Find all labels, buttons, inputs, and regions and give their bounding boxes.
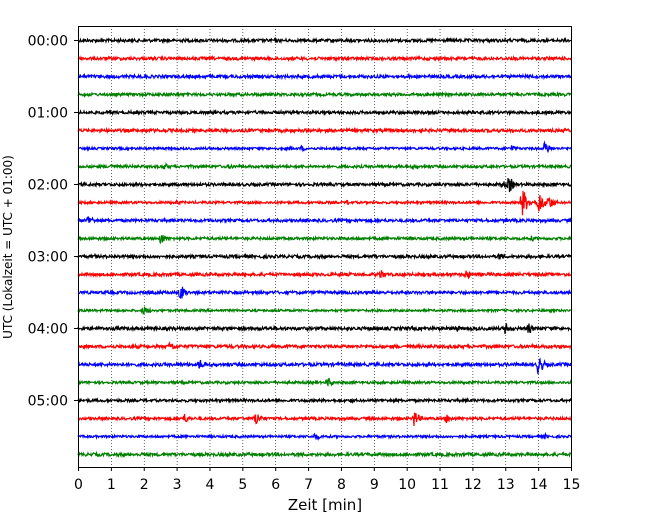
seismogram-traces [77,36,572,459]
trace-row [77,216,572,225]
x-axis-label: Zeit [min] [288,496,362,514]
x-tick-label: 6 [271,477,280,493]
trace-row [77,190,572,216]
trace-row [77,396,572,405]
trace-row [77,431,572,441]
trace-row [77,286,572,299]
trace-row [77,90,572,99]
x-tick-label: 4 [206,477,215,493]
trace-row [77,178,572,193]
trace-row [77,377,572,387]
x-tick-label: 14 [530,477,548,493]
y-tick-label: 02:00 [28,178,68,194]
trace-row [77,270,572,280]
x-tick-label: 3 [173,477,182,493]
y-axis-ticks: 00:00 01:00 02:00 03:00 04:00 05:00 [28,34,78,410]
y-tick-label: 05:00 [28,394,68,410]
y-tick-label: 00:00 [28,34,68,50]
trace-row [77,412,572,427]
trace-row [77,252,572,261]
x-tick-label: 11 [431,477,449,493]
y-axis-label: UTC (Lokalzeit = UTC + 01:00) [1,155,15,339]
trace-row [77,36,572,45]
y-tick-label: 03:00 [28,250,68,266]
x-axis-ticks: 0 1 2 3 4 5 6 7 8 9 10 11 12 13 14 15 [74,467,580,493]
trace-row [77,126,572,135]
trace-row [77,450,572,459]
x-tick-label: 1 [107,477,116,493]
x-tick-label: 2 [140,477,149,493]
x-tick-label: 12 [464,477,482,493]
y-tick-label: 04:00 [28,322,68,338]
x-tick-label: 10 [398,477,416,493]
trace-row [77,306,572,315]
x-tick-label: 15 [563,477,581,493]
trace-row [77,108,572,117]
plot-frame [78,26,572,468]
x-tick-label: 9 [370,477,379,493]
x-tick-label: 13 [497,477,515,493]
x-tick-label: 7 [304,477,313,493]
trace-row [77,357,572,375]
x-tick-label: 5 [238,477,247,493]
trace-row [77,234,572,245]
y-tick-label: 01:00 [28,106,68,122]
trace-row [77,54,572,63]
x-tick-label: 0 [74,477,83,493]
trace-row [78,341,572,351]
trace-row [77,322,572,334]
trace-row [77,140,572,154]
x-tick-label: 8 [337,477,346,493]
trace-row [77,72,572,81]
trace-row [77,161,572,171]
